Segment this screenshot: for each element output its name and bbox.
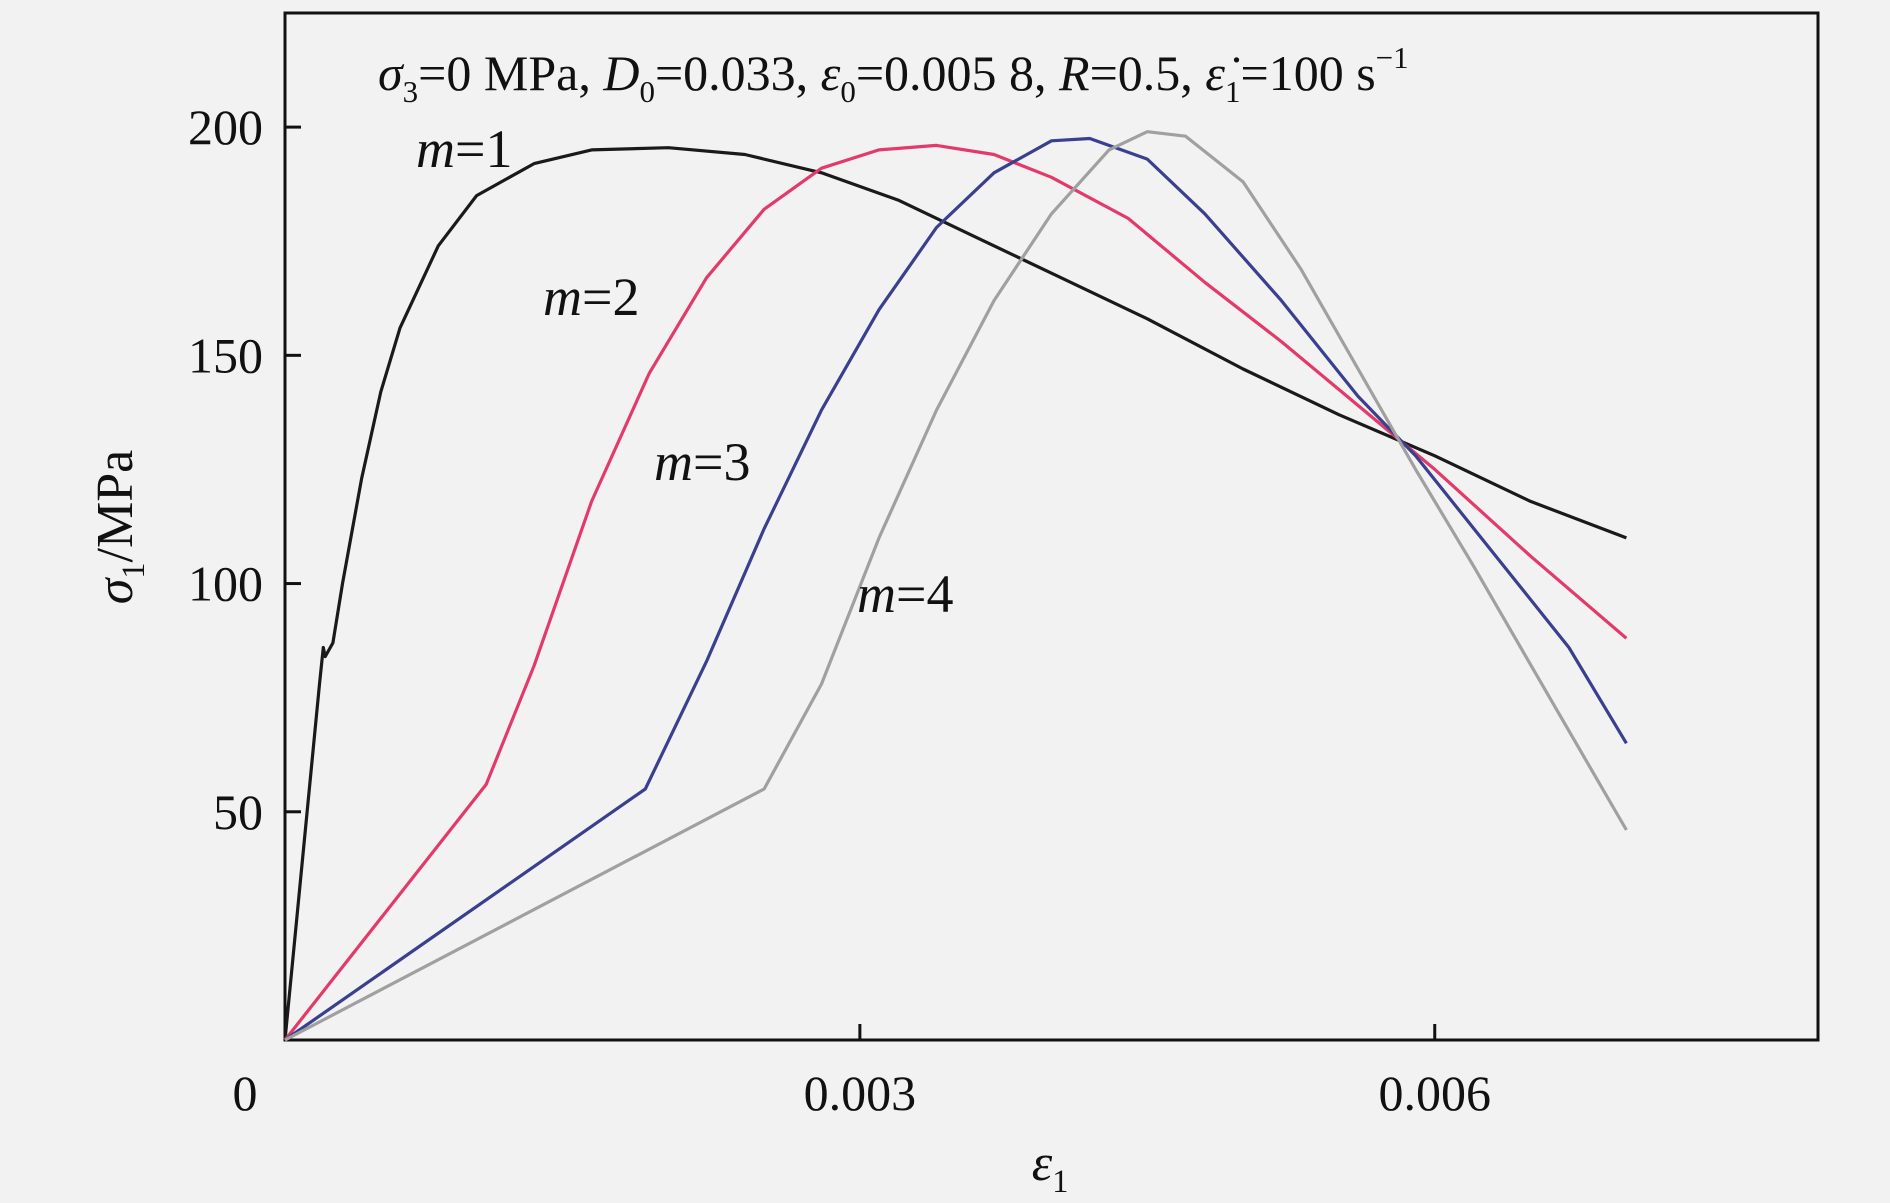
series-line-m1 xyxy=(283,146,1627,1041)
y-tick-label: 50 xyxy=(213,784,263,840)
y-tick-label: 100 xyxy=(188,556,263,612)
y-tick-label: 150 xyxy=(188,327,263,383)
series-line-m3 xyxy=(284,136,1628,1042)
x-axis-ticks: 0 0.003 0.006 xyxy=(233,1024,1492,1121)
x-axis-label: ε1 xyxy=(1032,1135,1069,1199)
series-label-m4: m=4 xyxy=(857,564,953,624)
series-lines xyxy=(283,130,1628,1042)
series-label-m3: m=3 xyxy=(654,432,750,492)
x-tick-label: 0.003 xyxy=(804,1065,917,1121)
y-axis-ticks: 50 100 150 200 xyxy=(188,99,301,840)
series-label-m1: m=1 xyxy=(416,119,512,179)
y-tick-label: 200 xyxy=(188,99,263,155)
plot-frame xyxy=(283,11,1820,1042)
series-label-m2: m=2 xyxy=(543,267,639,327)
x-tick-label: 0.006 xyxy=(1379,1065,1492,1121)
series-line-m4 xyxy=(284,130,1628,1042)
chart-title: σ3=0 MPa, D0=0.033, ε0=0.005 8, R=0.5, ε… xyxy=(378,40,1409,109)
series-line-m2 xyxy=(283,143,1628,1041)
y-axis-label: σ1/MPa xyxy=(87,450,151,604)
x-tick-label: 0 xyxy=(233,1065,258,1121)
